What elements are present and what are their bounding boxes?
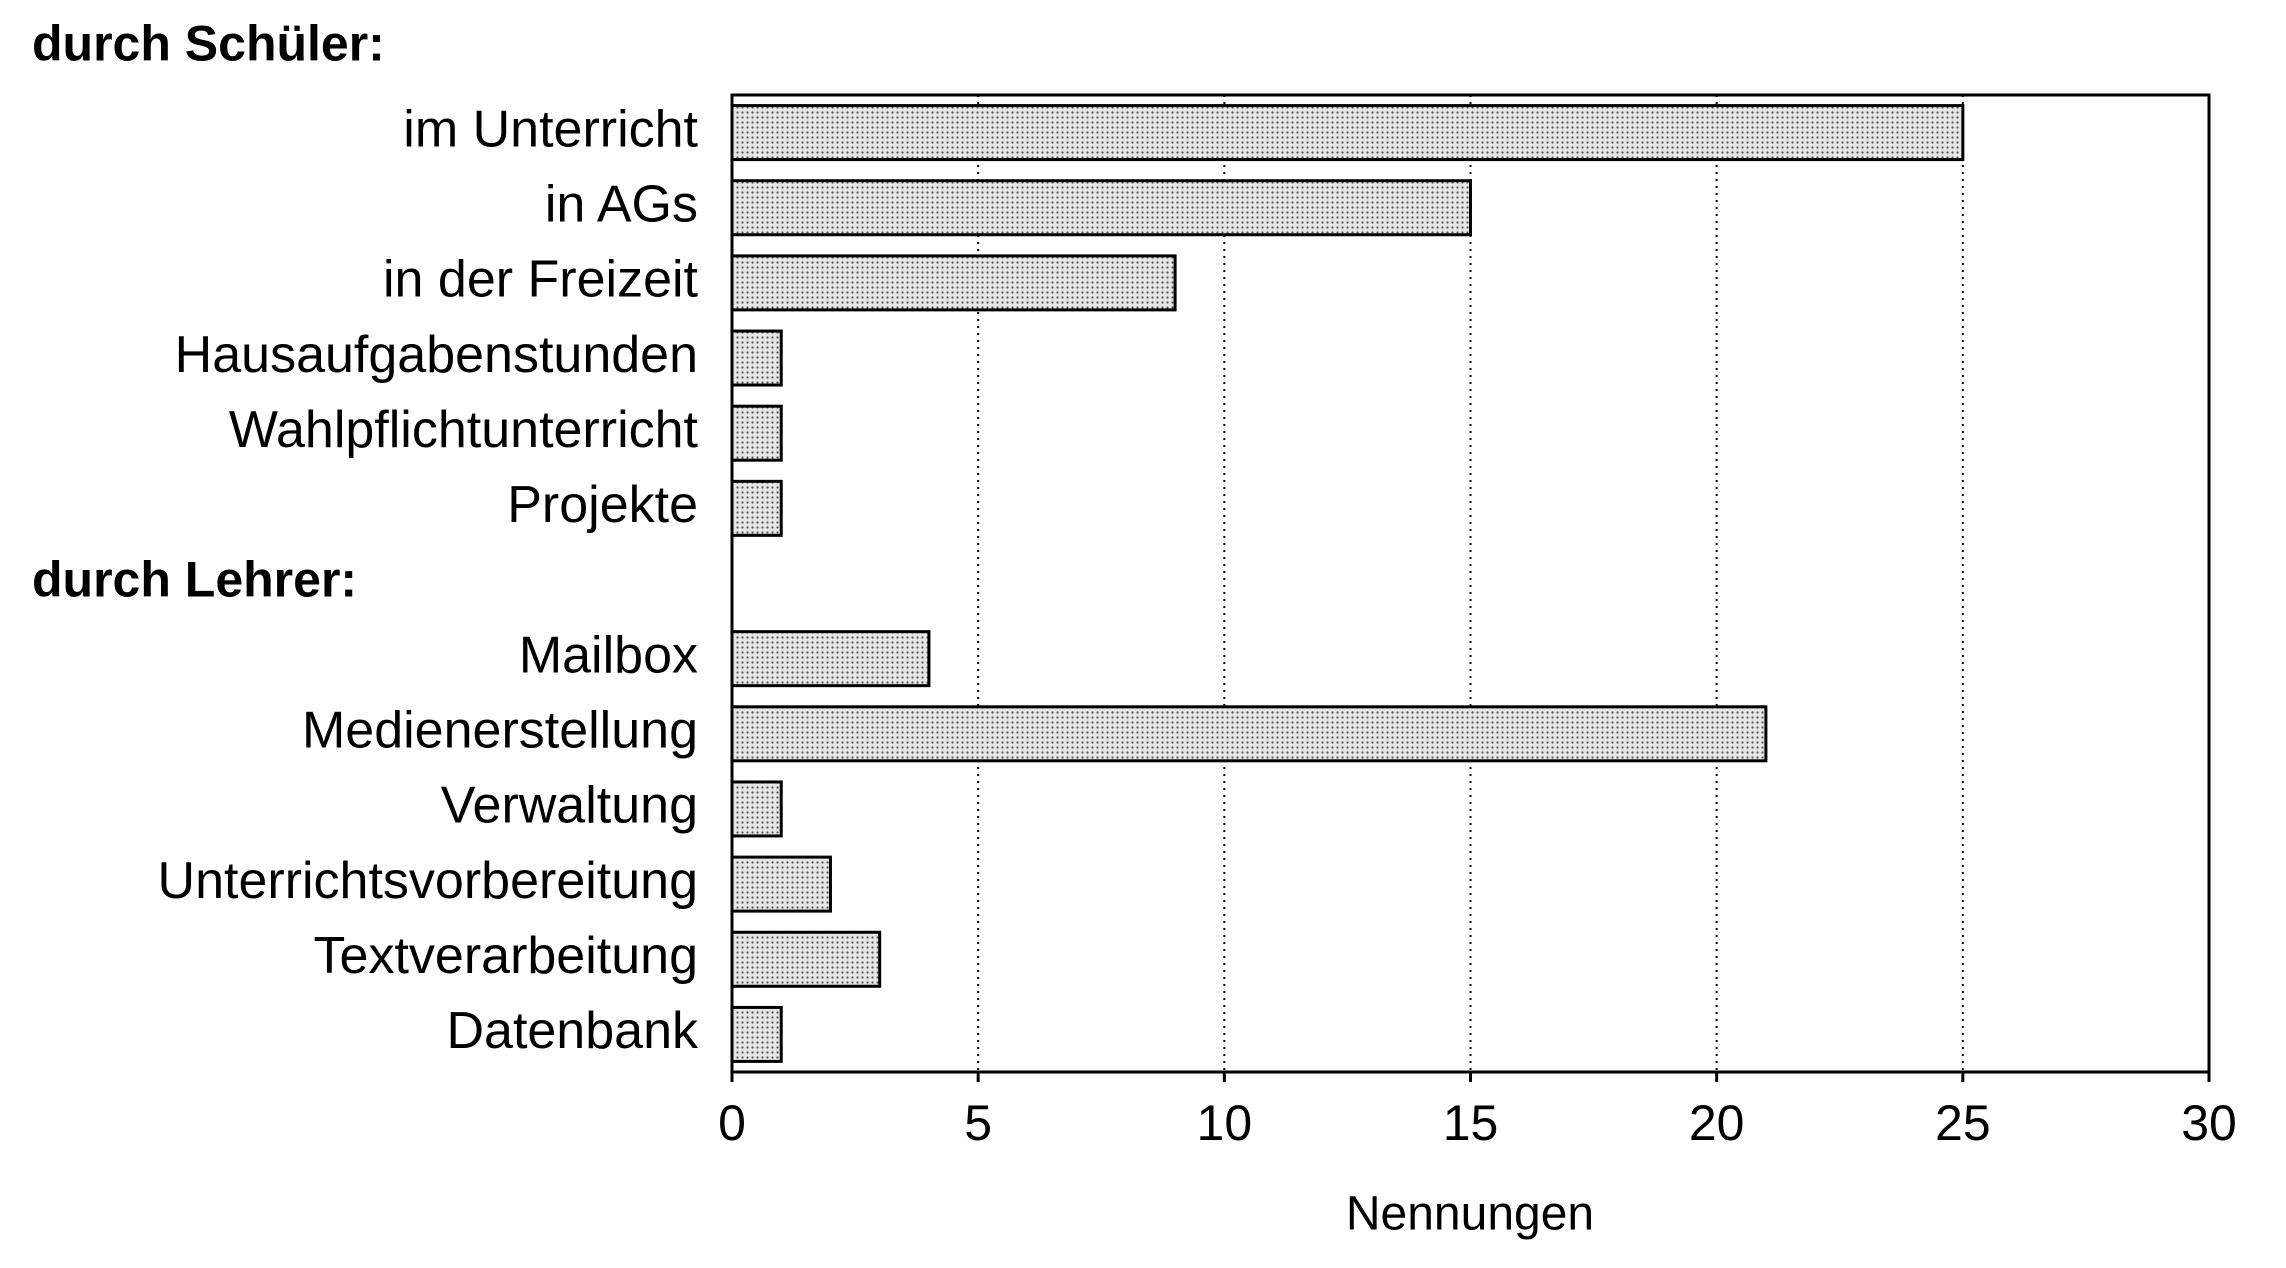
y-tick-label: Mailbox [519, 626, 698, 684]
y-tick-label: Hausaufgabenstunden [175, 326, 698, 384]
bar [730, 104, 1965, 162]
group-title: durch Schüler: [32, 16, 385, 72]
x-tick-label: 30 [2181, 1095, 2237, 1151]
y-tick-label: in AGs [545, 175, 698, 233]
bar [730, 404, 783, 462]
bar [730, 630, 931, 688]
x-tick-label: 20 [1689, 1095, 1745, 1151]
y-tick-label: Projekte [507, 476, 698, 534]
plot-frame [730, 93, 2211, 1074]
x-tick-label: 25 [1935, 1095, 1991, 1151]
bar [730, 780, 783, 838]
x-tick-label: 15 [1443, 1095, 1499, 1151]
x-tick-label: 10 [1197, 1095, 1253, 1151]
x-tick-label: 5 [964, 1095, 992, 1151]
x-axis-label: Nennungen [1346, 1188, 1594, 1241]
bar [730, 930, 882, 988]
bar [730, 329, 783, 387]
y-tick-label: Textverarbeitung [314, 927, 698, 985]
y-tick-label: Unterrichtsvorbereitung [158, 852, 698, 910]
bar [730, 179, 1472, 237]
y-tick-label: Verwaltung [441, 777, 698, 835]
group-title: durch Lehrer: [32, 552, 357, 608]
y-tick-label: Medienerstellung [302, 702, 698, 760]
bar [730, 705, 1768, 763]
y-tick-label: Datenbank [446, 1002, 699, 1060]
bar [730, 1005, 783, 1063]
bar [730, 479, 783, 537]
x-tick-label: 0 [718, 1095, 746, 1151]
bar [730, 855, 832, 913]
y-tick-label: in der Freizeit [383, 251, 699, 309]
y-tick-label: Wahlpflichtunterricht [229, 401, 699, 459]
y-tick-label: im Unterricht [403, 100, 698, 158]
bar [730, 254, 1177, 312]
